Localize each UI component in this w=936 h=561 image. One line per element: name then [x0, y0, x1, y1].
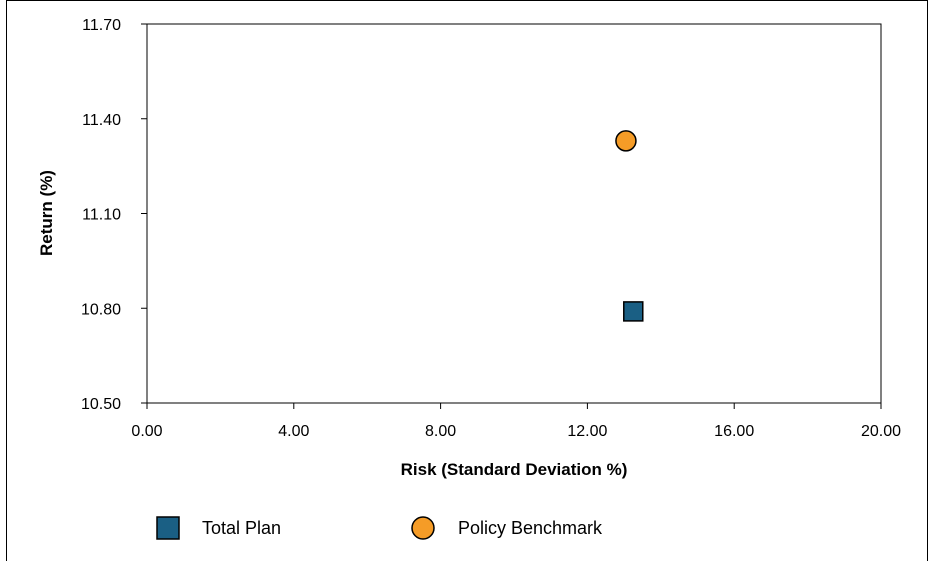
y-tick-label: 10.50 — [81, 396, 121, 413]
legend: Total Plan Policy Benchmark — [156, 516, 603, 540]
point-policy-benchmark — [615, 130, 637, 152]
y-tick-label: 11.70 — [82, 17, 121, 34]
legend-marker-total-plan — [156, 516, 180, 540]
y-axis-ticks: 10.50 10.80 11.10 11.40 11.70 — [81, 17, 147, 413]
x-axis-ticks: 0.00 4.00 8.00 12.00 16.00 20.00 — [131, 403, 901, 440]
y-axis-title: Return (%) — [37, 170, 56, 256]
data-points — [615, 130, 644, 322]
legend-label: Policy Benchmark — [458, 518, 603, 538]
x-tick-label: 4.00 — [278, 423, 309, 440]
x-axis-title: Risk (Standard Deviation %) — [401, 460, 628, 479]
x-tick-label: 12.00 — [567, 423, 607, 440]
x-tick-label: 20.00 — [861, 423, 901, 440]
chart-frame — [6, 0, 928, 561]
legend-marker-policy-benchmark — [411, 516, 435, 540]
x-tick-label: 16.00 — [714, 423, 754, 440]
legend-label: Total Plan — [202, 518, 281, 538]
y-tick-label: 11.40 — [82, 112, 121, 129]
plot-area — [146, 23, 882, 404]
point-total-plan — [623, 301, 644, 322]
y-tick-label: 10.80 — [81, 301, 121, 318]
y-tick-label: 11.10 — [82, 207, 121, 224]
x-tick-label: 0.00 — [131, 423, 162, 440]
x-tick-label: 8.00 — [425, 423, 456, 440]
